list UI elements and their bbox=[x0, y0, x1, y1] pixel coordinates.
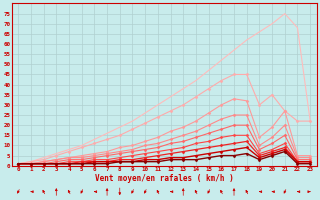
X-axis label: Vent moyen/en rafales ( km/h ): Vent moyen/en rafales ( km/h ) bbox=[95, 174, 234, 183]
